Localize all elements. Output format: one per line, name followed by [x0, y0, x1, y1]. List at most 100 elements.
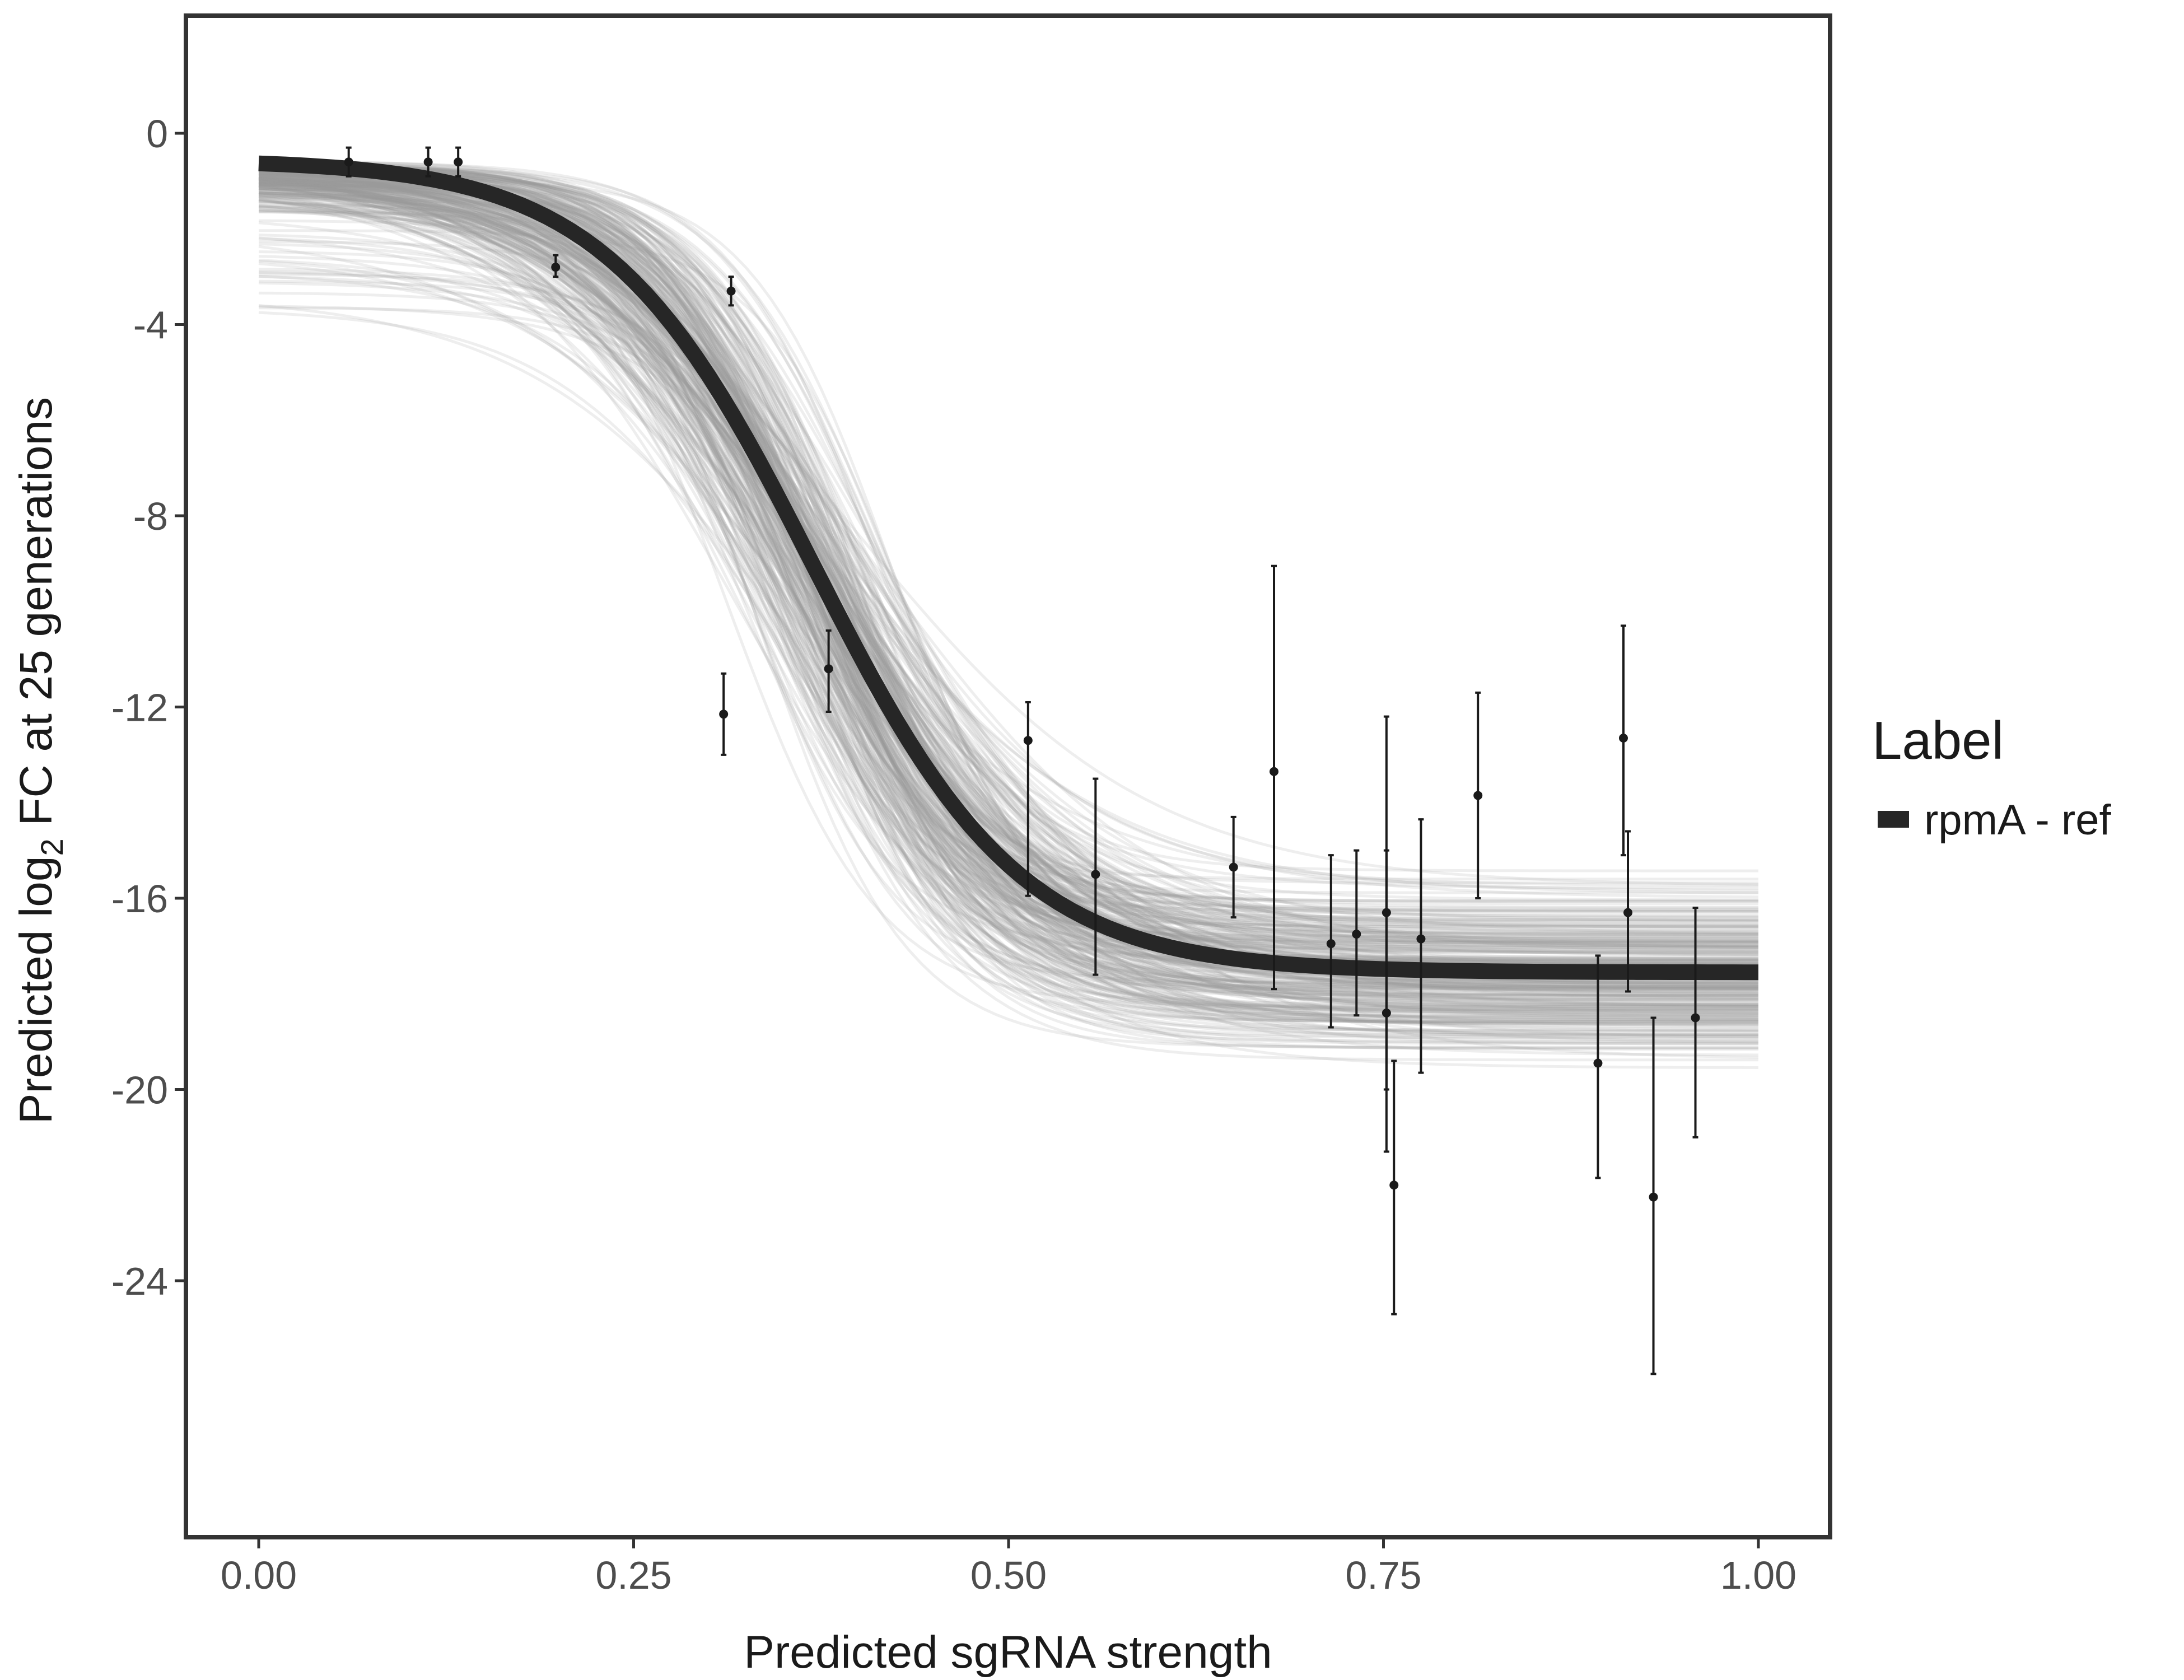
data-point: [1593, 1058, 1603, 1068]
y-tick-label: -12: [111, 686, 168, 730]
posterior-draw-line: [258, 170, 1758, 934]
posterior-draw-line: [258, 184, 1759, 949]
data-point: [454, 157, 463, 167]
posterior-draw-line: [258, 167, 1758, 885]
posterior-draw-line: [258, 185, 1759, 984]
posterior-draw-line: [258, 175, 1758, 1001]
posterior-draw-line: [258, 181, 1758, 913]
posterior-draw-line: [258, 167, 1758, 962]
posterior-draw-line: [258, 200, 1758, 946]
posterior-draw-line: [258, 311, 1758, 962]
posterior-draw-line: [258, 186, 1758, 1001]
posterior-draw-line: [258, 172, 1758, 913]
posterior-draw-line: [258, 291, 1758, 1024]
posterior-draw-line: [258, 194, 1758, 989]
posterior-draw-line: [258, 177, 1759, 967]
posterior-draw-line: [258, 172, 1758, 1018]
data-point: [1326, 939, 1336, 949]
posterior-draw-line: [258, 167, 1758, 927]
data-point: [1649, 1192, 1658, 1202]
x-tick-label: 0.00: [221, 1553, 297, 1597]
data-point: [1023, 736, 1033, 745]
posterior-draw-line: [258, 208, 1758, 949]
posterior-draw-line: [258, 168, 1758, 988]
y-tick-label: -16: [111, 877, 168, 921]
y-tick-label: -8: [133, 494, 168, 538]
posterior-draw-line: [258, 173, 1758, 959]
posterior-draw-line: [258, 193, 1758, 936]
posterior-draw-line: [258, 178, 1759, 947]
data-point: [1473, 791, 1483, 800]
observation-point: [1382, 715, 1391, 1091]
posterior-draw-line: [258, 172, 1758, 991]
posterior-draw-line: [258, 171, 1758, 984]
posterior-draw-line: [258, 183, 1759, 1057]
posterior-draw-line: [258, 163, 1758, 1008]
posterior-draw-line: [258, 260, 1758, 1004]
posterior-draw-line: [258, 204, 1759, 956]
posterior-draw-line: [258, 162, 1758, 945]
y-axis: 0 -4 -8 -12 -16 -20 -24: [111, 112, 186, 1303]
posterior-draw-line: [258, 180, 1758, 993]
posterior-draw-line: [258, 162, 1758, 1046]
posterior-draw-line: [258, 180, 1759, 956]
data-point: [1416, 934, 1426, 944]
posterior-draw-line: [258, 262, 1759, 960]
posterior-draw-line: [258, 197, 1758, 1021]
y-tick-label: -24: [111, 1259, 168, 1303]
posterior-draw-line: [258, 198, 1759, 929]
posterior-draw-line: [258, 174, 1758, 962]
posterior-draw-line: [258, 175, 1758, 943]
posterior-draw-line: [258, 164, 1758, 1032]
observation-point: [1023, 701, 1033, 897]
posterior-draw-line: [258, 170, 1758, 996]
legend-key-rpmA-ref: [1878, 811, 1909, 828]
observation-point: [1623, 830, 1633, 993]
posterior-draw-line: [258, 187, 1759, 1015]
posterior-draw-line: [258, 186, 1759, 935]
y-axis-title-suffix: FC at 25 generations: [11, 397, 62, 839]
posterior-draw-line: [258, 178, 1759, 899]
posterior-draw-line: [258, 160, 1758, 991]
data-point: [423, 157, 433, 167]
posterior-draw-line: [258, 194, 1758, 960]
posterior-draw-line: [258, 166, 1758, 928]
posterior-draw-line: [258, 170, 1759, 1001]
posterior-draw-line: [258, 200, 1758, 1037]
posterior-draw-line: [258, 185, 1759, 969]
posterior-draw-line: [258, 173, 1759, 944]
posterior-draw-line: [258, 179, 1758, 902]
posterior-draw-line: [258, 192, 1758, 915]
posterior-draw-line: [258, 184, 1759, 1030]
data-point: [1691, 1013, 1700, 1023]
posterior-draw-line: [258, 162, 1758, 1038]
posterior-draw-line: [258, 168, 1758, 985]
posterior-draw-line: [258, 180, 1759, 1021]
posterior-draw-line: [258, 186, 1758, 997]
posterior-draw-line: [258, 166, 1758, 990]
posterior-draw-line: [258, 174, 1758, 1023]
posterior-draw-line: [258, 170, 1759, 966]
posterior-draw-line: [258, 174, 1758, 923]
observation-point: [1326, 854, 1336, 1029]
fitted-curve-layer: [258, 155, 1758, 981]
posterior-draw-line: [258, 181, 1758, 1024]
y-tick-label: -20: [111, 1068, 168, 1112]
observation-point: [551, 254, 561, 278]
y-tick-label: -4: [133, 304, 168, 347]
posterior-draw-line: [258, 193, 1758, 1000]
observation-point: [1649, 1016, 1658, 1375]
posterior-draw-line: [258, 270, 1759, 988]
posterior-draw-line: [258, 174, 1758, 945]
posterior-draw-line: [258, 182, 1758, 1062]
posterior-draw-line: [258, 183, 1758, 998]
posterior-draw-line: [258, 209, 1758, 982]
data-point: [824, 664, 833, 674]
y-axis-title: Predicted log2 FC at 25 generations: [11, 397, 69, 1124]
posterior-draw-line: [258, 185, 1758, 937]
observation-point: [1416, 818, 1426, 1074]
observation-point: [726, 276, 736, 307]
posterior-draw-line: [258, 242, 1758, 913]
observation-point: [1270, 564, 1279, 991]
x-tick-label: 1.00: [1720, 1553, 1796, 1597]
